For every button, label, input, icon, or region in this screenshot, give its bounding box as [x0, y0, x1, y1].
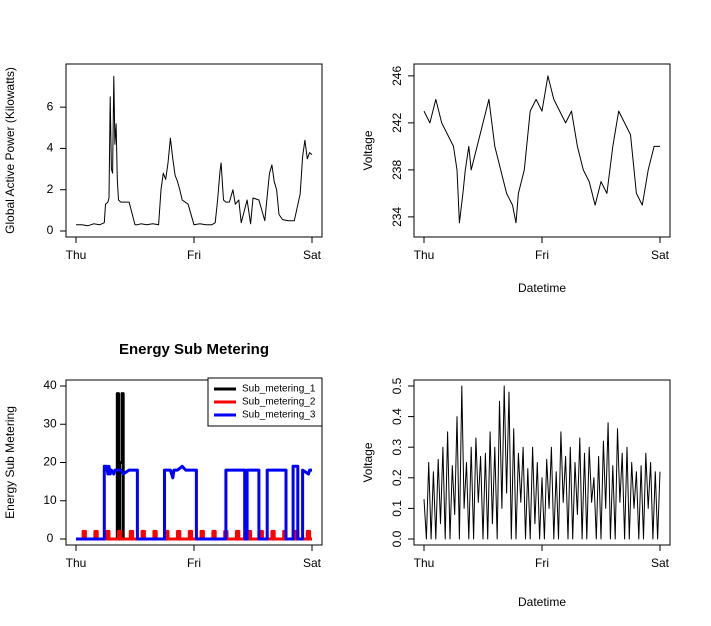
y-tick-label: 20	[43, 455, 57, 469]
y-tick-label: 0	[47, 223, 54, 237]
data-layer: Thu Fri Sat 0 2 4 6	[47, 75, 322, 262]
y-axis-label: Global Active Power (Kilowatts)	[3, 67, 17, 234]
x-tick-label: Thu	[414, 248, 435, 262]
x-tick-label: Fri	[187, 556, 201, 570]
y-tick-label: 4	[47, 141, 54, 155]
legend: Sub_metering_1 Sub_metering_2 Sub_metering…	[207, 377, 323, 427]
x-tick-label: Thu	[414, 556, 435, 570]
panel-energy-sub-metering: Energy Sub Metering Energy Sub Metering …	[3, 341, 323, 570]
legend-label: Sub_metering_1	[242, 384, 316, 395]
y-tick-label: 30	[43, 416, 57, 430]
x-tick-label: Thu	[66, 248, 87, 262]
series-line-2	[76, 529, 312, 541]
y-tick-label: 2	[47, 182, 54, 196]
plot-frame	[65, 63, 323, 238]
series-line-1	[76, 75, 313, 227]
x-axis-label: Datetime	[518, 595, 566, 609]
y-tick-label: 0.2	[390, 469, 404, 486]
y-axis-label: Voltage	[361, 442, 375, 482]
y-tick-label: 242	[390, 113, 404, 133]
y-tick-label: 0	[47, 531, 54, 545]
y-tick-label: 0.5	[390, 377, 404, 394]
y-axis-label: Voltage	[361, 130, 375, 170]
y-tick-label: 0.1	[390, 500, 404, 517]
y-tick-label: 0.4	[390, 408, 404, 425]
x-axis-label: Datetime	[518, 281, 566, 295]
data-layer: Thu Fri Sat 234 238 242 246	[390, 66, 669, 262]
y-tick-label: 6	[47, 99, 54, 113]
panel-voltage: Datetime Voltage Thu Fri Sat 234 238 242 246	[361, 63, 671, 295]
x-tick-label: Fri	[187, 248, 201, 262]
x-tick-label: Fri	[535, 248, 549, 262]
x-tick-label: Fri	[535, 556, 549, 570]
legend-label: Sub_metering_2	[242, 397, 316, 408]
x-tick-label: Sat	[303, 248, 322, 262]
y-tick-label: 246	[390, 66, 404, 86]
x-tick-label: Sat	[651, 556, 670, 570]
series-line-1	[423, 75, 660, 224]
panel-voltage-reactive: Datetime Voltage Thu Fri Sat 0.0 0.1 0.2 0.3 0.…	[361, 377, 671, 609]
y-axis-label: Energy Sub Metering	[3, 406, 17, 519]
series-line-1	[76, 392, 312, 541]
y-tick-label: 0.0	[390, 530, 404, 547]
y-tick-label: 0.3	[390, 439, 404, 456]
data-layer: Thu Fri Sat 0.0 0.1 0.2 0.3 0.4 0.5	[390, 377, 669, 570]
series-line-3	[76, 464, 312, 541]
panel-title: Energy Sub Metering	[119, 341, 269, 358]
series-line-1	[423, 385, 661, 540]
y-tick-label: 234	[390, 207, 404, 227]
x-tick-label: Sat	[651, 248, 670, 262]
panel-global-active-power: Global Active Power (Kilowatts) Thu Fri Sa…	[3, 63, 323, 262]
legend-label: Sub_metering_3	[242, 410, 316, 421]
y-tick-label: 10	[43, 493, 57, 507]
x-tick-label: Sat	[303, 556, 322, 570]
y-tick-label: 238	[390, 160, 404, 180]
y-tick-label: 40	[43, 378, 57, 392]
x-tick-label: Thu	[66, 556, 87, 570]
